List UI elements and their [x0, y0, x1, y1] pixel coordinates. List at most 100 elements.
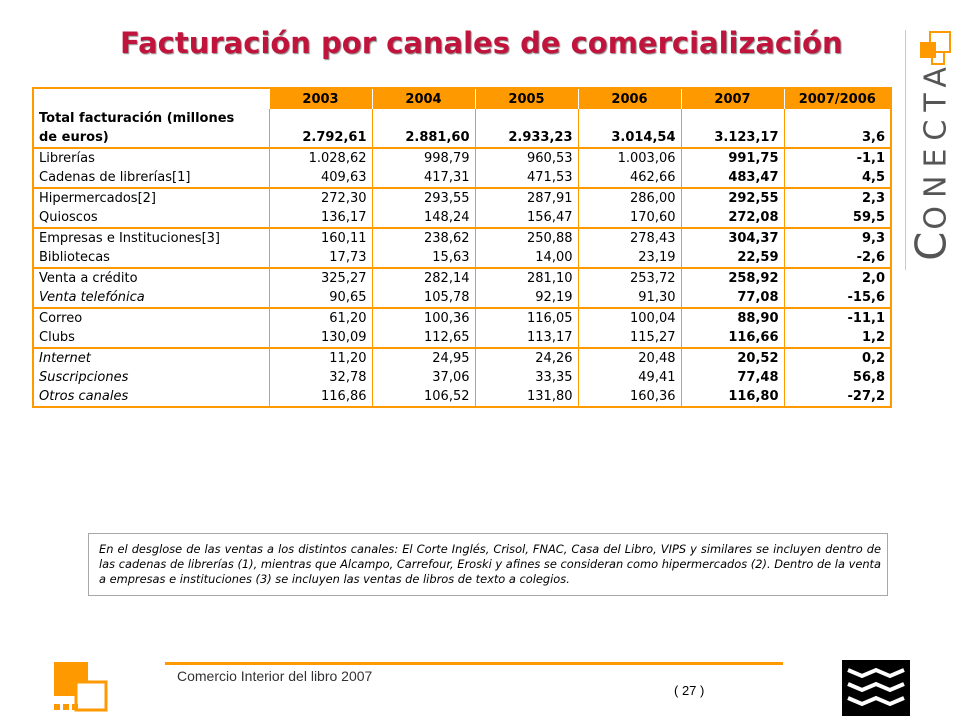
table-cell: 1.028,62	[268, 147, 373, 168]
table-cell: 11,20	[268, 347, 373, 368]
table-cell	[680, 109, 785, 128]
row-label: Quioscos	[32, 208, 270, 228]
table-cell	[783, 109, 892, 128]
table-cell: 77,48	[680, 368, 785, 387]
table-cell: 92,19	[474, 288, 579, 308]
table-cell: 278,43	[577, 227, 682, 248]
table-cell: 23,19	[577, 248, 682, 268]
table-cell: 24,26	[474, 347, 579, 368]
table-cell: 22,59	[680, 248, 785, 268]
row-label: Correo	[32, 307, 270, 328]
table-cell: 282,14	[371, 267, 476, 288]
row-label: Venta a crédito	[32, 267, 270, 288]
ministry-logo-icon	[842, 660, 910, 716]
table-cell: 77,08	[680, 288, 785, 308]
table-cell: 160,36	[577, 387, 682, 407]
row-label: Empresas e Instituciones[3]	[32, 227, 270, 248]
header-year-cell: 2003	[268, 88, 372, 109]
table-cell: 156,47	[474, 208, 579, 228]
table-cell: 61,20	[268, 307, 373, 328]
table-row: Quioscos 136,17 148,24 156,47 170,60 272,08 59…	[32, 208, 892, 228]
table-cell: 272,08	[680, 208, 785, 228]
table-cell: 136,17	[268, 208, 373, 228]
table-cell: 3,6	[783, 128, 892, 148]
header-year-cell: 2007/2006	[783, 88, 891, 109]
table-cell: 250,88	[474, 227, 579, 248]
row-label: Otros canales	[32, 387, 270, 407]
table-cell: 258,92	[680, 267, 785, 288]
table-cell: 59,5	[783, 208, 892, 228]
sales-table: 2003 2004 2005 2006 2007 2007/2006 Total factu…	[32, 87, 892, 408]
table-row: Cadenas de librerías[1] 409,63 417,31 471,5…	[32, 168, 892, 188]
table-cell: 2.881,60	[371, 128, 476, 148]
row-label: Clubs	[32, 328, 270, 348]
table-cell: 49,41	[577, 368, 682, 387]
table-cell: 20,52	[680, 347, 785, 368]
table-cell: 409,63	[268, 168, 373, 188]
footnote-box: En el desglose de las ventas a los disti…	[88, 533, 888, 596]
table-cell: 272,30	[268, 187, 373, 208]
table-cell: 9,3	[783, 227, 892, 248]
table-cell: 3.014,54	[577, 128, 682, 148]
row-label: de euros)	[32, 128, 270, 148]
table-cell: 100,36	[371, 307, 476, 328]
page-title: Facturación por canales de comercializac…	[120, 26, 843, 60]
table-cell: 3.123,17	[680, 128, 785, 148]
table-cell	[577, 109, 682, 128]
table-cell: 88,90	[680, 307, 785, 328]
table-cell: 253,72	[577, 267, 682, 288]
table-cell: 112,65	[371, 328, 476, 348]
footer-divider	[165, 662, 783, 665]
footer-logo-icon	[54, 662, 108, 712]
table-row: Bibliotecas 17,73 15,63 14,00 23,19 22,59 -2,6	[32, 248, 892, 268]
table-cell: 325,27	[268, 267, 373, 288]
table-cell: 131,80	[474, 387, 579, 407]
table-cell: 238,62	[371, 227, 476, 248]
table-cell	[268, 109, 373, 128]
table-cell: 100,04	[577, 307, 682, 328]
row-label: Total facturación (millones	[32, 109, 270, 128]
table-cell: 160,11	[268, 227, 373, 248]
header-year-cell: 2005	[474, 88, 578, 109]
table-cell: 37,06	[371, 368, 476, 387]
table-cell: 960,53	[474, 147, 579, 168]
table-cell: 24,95	[371, 347, 476, 368]
table-cell: -11,1	[783, 307, 892, 328]
table-cell: 2,3	[783, 187, 892, 208]
table-cell: 471,53	[474, 168, 579, 188]
table-cell: 116,86	[268, 387, 373, 407]
table-cell: 116,80	[680, 387, 785, 407]
table-cell: 20,48	[577, 347, 682, 368]
table-row: Suscripciones 32,78 37,06 33,35 49,41 77,48 56…	[32, 368, 892, 387]
table-cell: 90,65	[268, 288, 373, 308]
table-cell: 56,8	[783, 368, 892, 387]
table-cell: 462,66	[577, 168, 682, 188]
table-cell: 2.933,23	[474, 128, 579, 148]
table-cell: 991,75	[680, 147, 785, 168]
table-cell: 130,09	[268, 328, 373, 348]
table-cell: 417,31	[371, 168, 476, 188]
row-label: Internet	[32, 347, 270, 368]
total-row: Total facturación (millones	[32, 109, 892, 128]
table-cell: 2,0	[783, 267, 892, 288]
table-cell: 148,24	[371, 208, 476, 228]
table-row: Correo 61,20 100,36 116,05 100,04 88,90 -11,1	[32, 307, 892, 328]
brand-divider	[905, 30, 906, 270]
brand-wordmark: CONECTA	[906, 59, 956, 261]
header-year-cell: 2007	[680, 88, 784, 109]
table-cell: -15,6	[783, 288, 892, 308]
table-row: Otros canales 116,86 106,52 131,80 160,36 116…	[32, 387, 892, 407]
table-cell: -1,1	[783, 147, 892, 168]
table-cell: -27,2	[783, 387, 892, 407]
table-cell: 286,00	[577, 187, 682, 208]
table-cell: 113,17	[474, 328, 579, 348]
row-label: Suscripciones	[32, 368, 270, 387]
table-cell: 287,91	[474, 187, 579, 208]
page-number: ( 27 )	[674, 683, 705, 698]
table-cell: 1,2	[783, 328, 892, 348]
header-year-cell: 2004	[371, 88, 475, 109]
table-cell: 105,78	[371, 288, 476, 308]
table-row: Venta telefónica 90,65 105,78 92,19 91,30 77,…	[32, 288, 892, 308]
table-cell: 116,66	[680, 328, 785, 348]
row-label: Cadenas de librerías[1]	[32, 168, 270, 188]
